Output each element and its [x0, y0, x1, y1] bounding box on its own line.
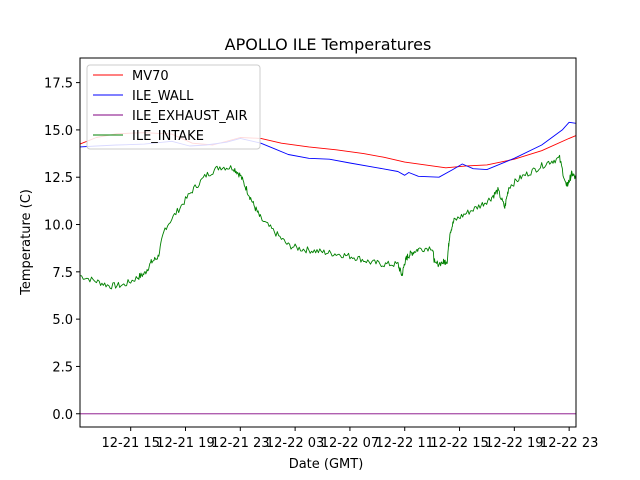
- x-tick-label-3: 12-22 03: [266, 436, 324, 451]
- y-tick-label-5: 12.5: [44, 171, 73, 186]
- legend-label-2: ILE_EXHAUST_AIR: [132, 109, 248, 124]
- x-tick-label-4: 12-22 07: [321, 436, 379, 451]
- y-axis-label: Temperature (C): [19, 189, 34, 296]
- x-tick-label-6: 12-22 15: [430, 436, 488, 451]
- y-tick-label-2: 5.0: [52, 313, 73, 328]
- x-tick-label-2: 12-21 23: [211, 436, 269, 451]
- y-tick-label-1: 2.5: [52, 360, 73, 375]
- legend-label-0: MV70: [132, 69, 169, 84]
- y-axis: 0.0 2.5 5.0 7.5 10.0 12.5 15.0 17.5: [44, 77, 80, 423]
- y-tick-label-6: 15.0: [44, 124, 73, 139]
- legend-box: [86, 64, 261, 150]
- legend-label-3: ILE_INTAKE: [132, 129, 204, 144]
- legend: MV70 ILE_WALL ILE_EXHAUST_AIR ILE_INTAKE: [86, 64, 261, 150]
- x-tick-label-7: 12-22 19: [485, 436, 543, 451]
- x-axis-label: Date (GMT): [289, 457, 364, 472]
- chart-title: APOLLO ILE Temperatures: [225, 35, 432, 54]
- y-tick-label-0: 0.0: [52, 408, 73, 423]
- y-tick-label-7: 17.5: [44, 77, 73, 92]
- x-tick-label-1: 12-21 19: [156, 436, 214, 451]
- plot-frame: [79, 57, 577, 428]
- x-tick-label-0: 12-21 15: [101, 436, 159, 451]
- x-tick-label-5: 12-22 11: [376, 436, 434, 451]
- y-tick-label-3: 7.5: [52, 266, 73, 281]
- y-tick-label-4: 10.0: [44, 219, 73, 234]
- legend-label-1: ILE_WALL: [132, 89, 194, 104]
- x-tick-label-8: 12-22 23: [540, 436, 598, 451]
- series-line-ile-intake: [79, 154, 577, 290]
